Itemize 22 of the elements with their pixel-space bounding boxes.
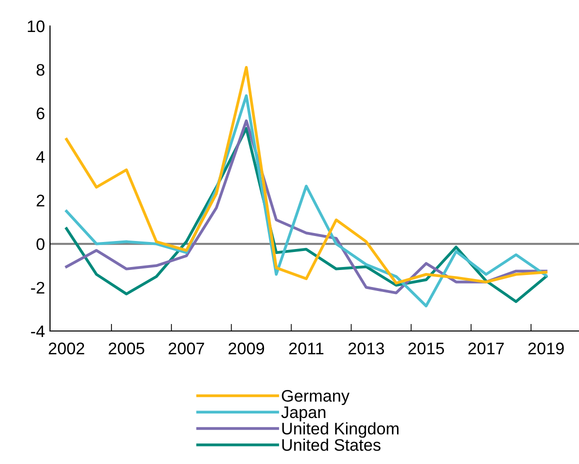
y-tick-label: 4 — [36, 151, 45, 163]
y-tick-label: 10 — [28, 20, 44, 32]
x-tick-label: 2017 — [468, 342, 504, 354]
x-tick-label: 2011 — [289, 342, 324, 354]
x-tick-label: 2007 — [168, 342, 204, 354]
y-tick-label: 8 — [36, 64, 44, 76]
x-tick-label: 2015 — [408, 342, 444, 354]
y-tick-label: 0 — [36, 238, 44, 250]
x-tick-label: 2002 — [48, 342, 84, 354]
line-series — [65, 66, 548, 284]
legend-label: Japan — [281, 406, 326, 422]
y-tick-label: -4 — [31, 326, 45, 338]
legend-label: Germany — [282, 390, 350, 406]
y-tick-label: -2 — [31, 282, 44, 294]
y-tick-label: 2 — [36, 194, 44, 206]
legend-label: United States — [282, 438, 380, 451]
x-tick-label: 2013 — [348, 342, 384, 354]
x-tick-label: 2009 — [228, 342, 264, 354]
y-tick-label: 6 — [36, 108, 44, 120]
legend-label: United Kingdom — [282, 422, 398, 438]
x-tick-label: 2019 — [528, 342, 564, 354]
x-tick-label: 2005 — [108, 342, 144, 354]
